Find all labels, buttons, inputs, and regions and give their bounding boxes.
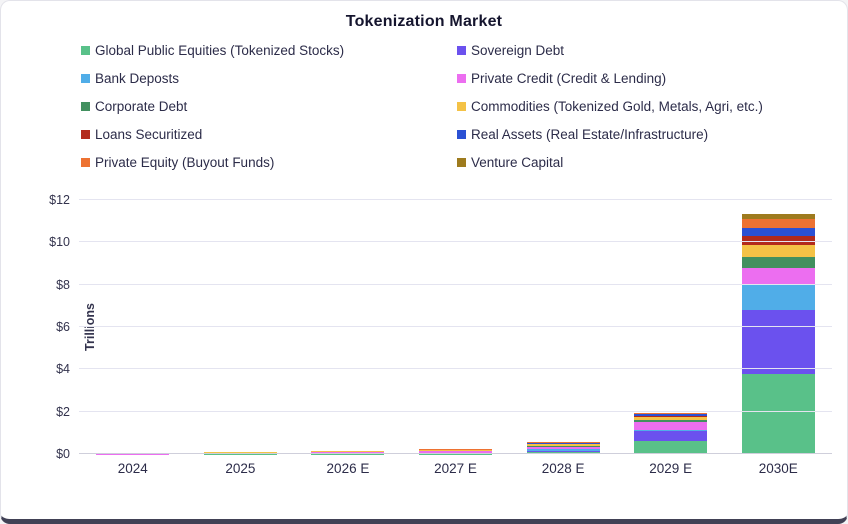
bar-segment xyxy=(741,310,815,374)
bar-segment xyxy=(311,452,385,454)
plot-area: Trillions $0 $2 $4 $6 $8 $10 $12 xyxy=(49,193,832,461)
x-axis-line xyxy=(79,453,832,454)
legend-label: Private Credit (Credit & Lending) xyxy=(471,71,667,86)
bar-column xyxy=(294,200,402,454)
bar-segment xyxy=(419,451,493,453)
legend-swatch-icon xyxy=(81,158,90,167)
bar-segment xyxy=(526,443,600,444)
y-tick-label: $6 xyxy=(56,320,70,334)
x-tick-label: 2026 E xyxy=(326,461,370,476)
bar-column xyxy=(509,200,617,454)
x-axis-labels: 2024 2025 2026 E 2027 E 2028 E 2029 E 2030E xyxy=(79,454,832,476)
legend-item: Sovereign Debt xyxy=(457,43,827,58)
bar-segment xyxy=(634,421,708,431)
legend-item: Corporate Debt xyxy=(81,99,453,114)
y-tick-label: $0 xyxy=(56,447,70,461)
legend-item: Bank Deposts xyxy=(81,71,453,86)
y-tick-label: $2 xyxy=(56,404,70,419)
legend-swatch-icon xyxy=(457,46,466,55)
bar-segment xyxy=(741,267,815,285)
bar-segment xyxy=(634,414,708,417)
y-tick-label: $8 xyxy=(56,277,70,292)
bars-container xyxy=(79,200,832,454)
legend-label: Bank Deposts xyxy=(95,71,180,86)
bar-segment xyxy=(634,419,708,422)
bar-segment xyxy=(634,416,708,418)
legend: Global Public Equities (Tokenized Stocks… xyxy=(81,43,827,170)
y-tick-label: $4 xyxy=(56,362,70,377)
x-tick-label: 2028 E xyxy=(541,461,585,476)
chart-title: Tokenization Market xyxy=(345,13,503,30)
legend-item: Private Equity (Buyout Funds) xyxy=(81,155,453,170)
x-tick-label: 2030E xyxy=(758,461,798,476)
bar-segment xyxy=(526,446,600,449)
bar-segment xyxy=(419,449,493,452)
legend-label: Global Public Equities (Tokenized Stocks… xyxy=(95,43,345,58)
gridline xyxy=(79,283,832,285)
gridline xyxy=(79,410,832,412)
legend-label: Real Assets (Real Estate/Infrastructure) xyxy=(471,127,709,142)
legend-item: Private Credit (Credit & Lending) xyxy=(457,71,827,86)
bar-segment xyxy=(526,448,600,451)
legend-swatch-icon xyxy=(457,130,466,139)
bar-column xyxy=(187,200,295,454)
bar-segment xyxy=(526,445,600,447)
legend-item: Venture Capital xyxy=(457,155,827,170)
legend-label: Loans Securitized xyxy=(95,127,203,142)
legend-swatch-icon xyxy=(81,74,90,83)
legend-item: Real Assets (Real Estate/Infrastructure) xyxy=(457,127,827,142)
gridline xyxy=(79,199,832,200)
bar-segment xyxy=(741,219,815,228)
gridline xyxy=(79,326,832,327)
bar-segment xyxy=(311,451,385,453)
bar-segment xyxy=(741,244,815,258)
bar-segment xyxy=(526,444,600,446)
legend-swatch-icon xyxy=(81,130,90,139)
bar-segment xyxy=(634,430,708,442)
legend-item: Commodities (Tokenized Gold, Metals, Agr… xyxy=(457,99,827,114)
legend-swatch-icon xyxy=(457,102,466,111)
legend-label: Commodities (Tokenized Gold, Metals, Agr… xyxy=(471,99,763,114)
legend-item: Global Public Equities (Tokenized Stocks… xyxy=(81,43,453,58)
x-tick-label: 2027 E xyxy=(434,461,477,476)
x-tick-label: 2029 E xyxy=(649,461,693,476)
x-tick-label: 2025 xyxy=(225,461,256,476)
legend-swatch-icon xyxy=(81,46,90,55)
stacked-bar-2030E xyxy=(741,214,815,454)
bar-segment xyxy=(741,236,815,245)
y-tick-label: $12 xyxy=(49,193,70,207)
x-tick-label: 2024 xyxy=(117,461,148,476)
bar-segment xyxy=(741,373,815,454)
legend-swatch-icon xyxy=(457,158,466,167)
bar-segment xyxy=(526,443,600,445)
bar-segment xyxy=(634,413,708,415)
legend-label: Sovereign Debt xyxy=(471,43,565,58)
bar-segment xyxy=(741,227,815,237)
gridline xyxy=(79,368,832,370)
bar-column xyxy=(79,200,187,454)
legend-swatch-icon xyxy=(81,102,90,111)
bar-column xyxy=(402,200,510,454)
bar-column xyxy=(617,200,725,454)
bar-segment xyxy=(741,214,815,220)
bar-segment xyxy=(741,257,815,268)
stacked-bar-2029E xyxy=(634,412,708,454)
gridline xyxy=(79,241,832,243)
chart-area: Trillions $0 $2 $4 $6 $8 $10 $12 2024 2025 2026 … xyxy=(1,193,847,476)
bar-segment xyxy=(634,417,708,420)
bar-segment xyxy=(526,450,600,453)
legend-swatch-icon xyxy=(457,74,466,83)
legend-label: Corporate Debt xyxy=(95,99,188,114)
legend-label: Venture Capital xyxy=(471,155,564,170)
bar-segment xyxy=(634,441,708,454)
legend-label: Private Equity (Buyout Funds) xyxy=(95,155,275,170)
y-tick-label: $10 xyxy=(49,235,70,250)
legend-item: Loans Securitized xyxy=(81,127,453,142)
bar-segment xyxy=(526,442,600,444)
bar-column xyxy=(724,200,832,454)
bar-segment xyxy=(203,452,277,454)
bar-segment xyxy=(741,284,815,311)
